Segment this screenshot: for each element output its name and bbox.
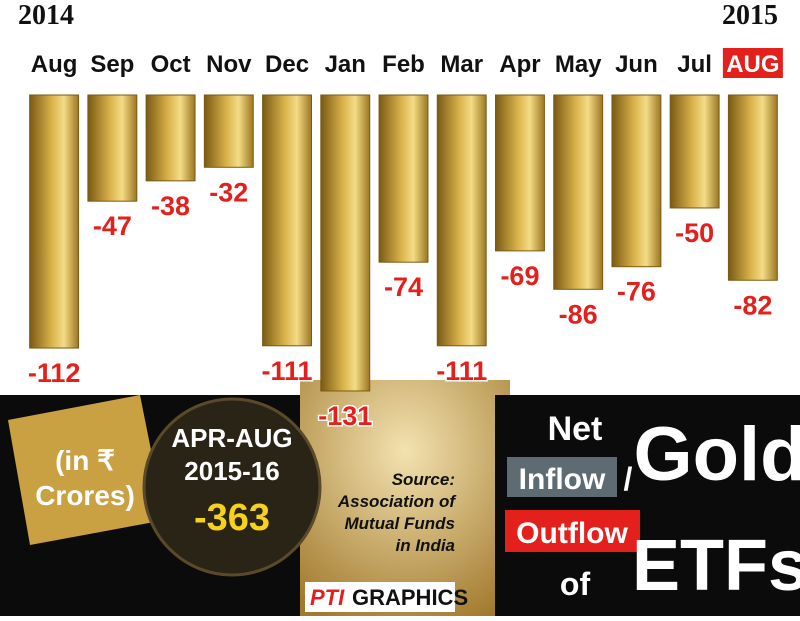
unit-line: Crores): [35, 480, 135, 511]
value-label: -32: [209, 177, 248, 207]
credit-text: GRAPHICS: [352, 585, 468, 610]
summary-total: -363: [194, 497, 270, 539]
summary-circle: [142, 397, 322, 577]
value-label: -131: [318, 401, 372, 431]
x-tick-label: AUG: [726, 51, 779, 78]
plot: Aug -112 Sep -47 Oct -38 Nov -32 Dec -111 Jan -131 F…: [26, 48, 783, 432]
value-label: -76: [617, 277, 656, 307]
gold-background: [300, 380, 510, 616]
unit-line: (in ₹: [55, 445, 115, 476]
title-etfs: ETFs: [632, 526, 800, 606]
x-tick-label: Dec: [265, 51, 309, 78]
bar: [669, 94, 720, 209]
title-outflow: Outflow: [516, 517, 628, 550]
bar: [553, 94, 604, 290]
x-tick-label: Nov: [206, 51, 252, 78]
bar: [87, 94, 138, 202]
bar: [203, 94, 254, 168]
highlight-box: [722, 48, 783, 78]
value-label: -74: [384, 272, 423, 302]
bar: [727, 94, 778, 281]
x-tick-label: Apr: [499, 51, 540, 78]
bar: [29, 94, 80, 349]
value-label: -111: [262, 356, 313, 386]
bar: [611, 94, 662, 268]
x-tick-label: Jan: [325, 51, 366, 78]
end-year: 2015: [722, 0, 778, 31]
x-tick-label: Mar: [440, 51, 483, 78]
unit-badge: [8, 395, 165, 545]
source-line: Mutual Funds: [345, 514, 455, 533]
value-label: -38: [151, 191, 190, 221]
value-label: -111: [436, 356, 487, 386]
x-tick-label: May: [555, 51, 602, 78]
bar: [378, 94, 429, 263]
value-label: -69: [500, 261, 539, 291]
source: Source: Association of Mutual Funds in I…: [337, 470, 457, 555]
bar: [145, 94, 196, 182]
credit-box: [305, 582, 455, 612]
summary-period: APR-AUG: [171, 423, 292, 453]
title-of: of: [560, 566, 591, 602]
title-inflow: Inflow: [519, 463, 606, 496]
x-tick-label: Oct: [151, 51, 191, 78]
summary-years: 2015-16: [184, 456, 279, 486]
bar: [320, 94, 371, 392]
x-tick-label: Jun: [615, 51, 658, 78]
outflow-box: [505, 510, 640, 552]
source-line: in India: [396, 536, 456, 555]
inflow-box: [507, 457, 617, 497]
value-label: -112: [28, 358, 81, 388]
title-slash: /: [624, 461, 633, 497]
bar: [262, 94, 312, 347]
credit-logo: PTI: [310, 585, 345, 610]
x-tick-label: Sep: [90, 51, 134, 78]
bar: [436, 94, 487, 347]
bar: [495, 94, 545, 252]
value-label: -86: [559, 299, 598, 329]
value-label: -82: [733, 290, 772, 320]
source-line: Source:: [392, 470, 455, 489]
start-year: 2014: [18, 0, 74, 31]
source-line: Association of: [337, 492, 457, 511]
value-label: -50: [675, 218, 714, 248]
x-tick-label: Aug: [31, 51, 78, 78]
x-tick-label: Feb: [382, 51, 425, 78]
title-net: Net: [548, 410, 603, 448]
title-gold: Gold: [633, 412, 800, 497]
value-label: -47: [93, 211, 132, 241]
right-panel: [495, 395, 800, 616]
x-tick-label: Jul: [677, 51, 712, 78]
